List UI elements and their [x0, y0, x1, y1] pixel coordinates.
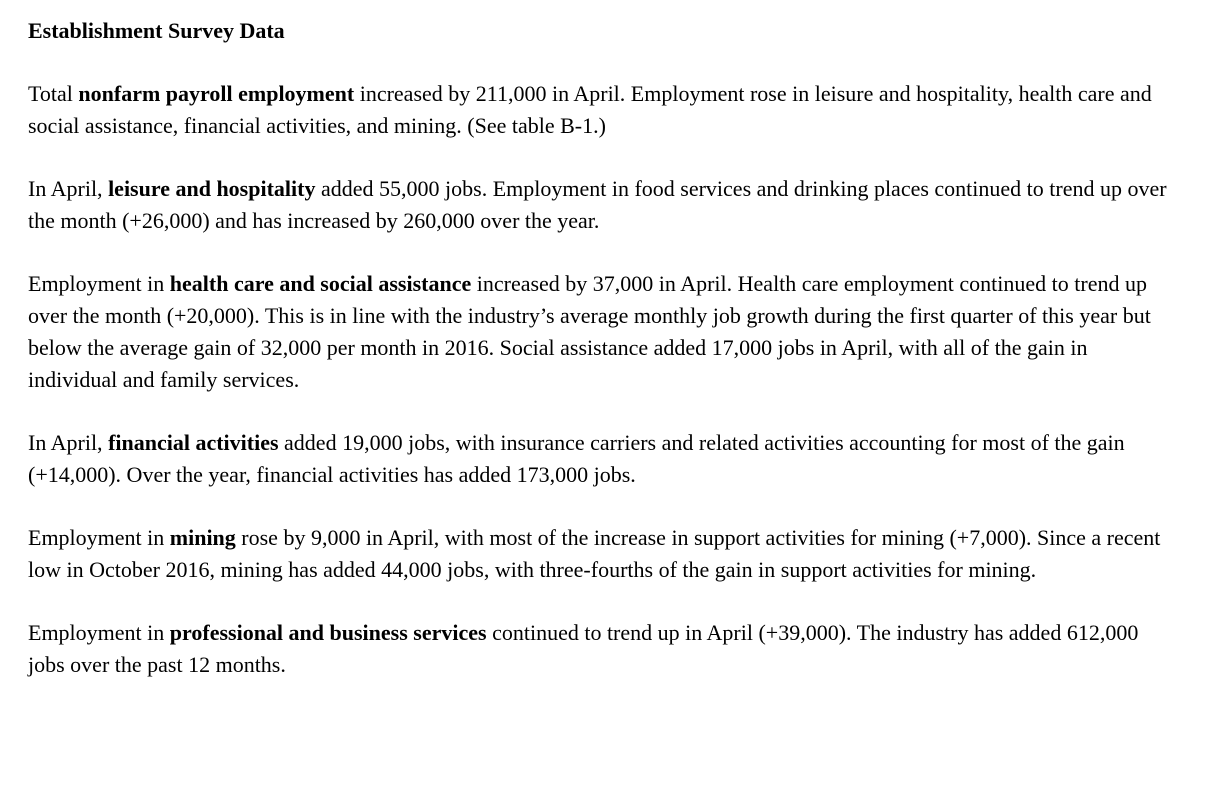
bold-term: mining — [169, 525, 236, 550]
text-segment: increased by 37,000 in April. Health car… — [28, 271, 1151, 392]
paragraph: Employment in health care and social ass… — [28, 268, 1180, 396]
text-segment: Employment in — [28, 620, 170, 645]
paragraph: Employment in professional and business … — [28, 617, 1180, 681]
paragraph: Employment in mining rose by 9,000 in Ap… — [28, 522, 1180, 586]
bold-term: professional and business services — [169, 620, 487, 645]
bold-term: leisure and hospitality — [108, 176, 316, 201]
paragraph: Total nonfarm payroll employment increas… — [28, 78, 1180, 142]
text-segment: Employment in — [28, 525, 170, 550]
paragraphs-container: Total nonfarm payroll employment increas… — [28, 78, 1180, 681]
text-segment: Employment in — [28, 271, 170, 296]
text-segment: continued to trend up in April (+39,000)… — [28, 620, 1139, 677]
page-title: Establishment Survey Data — [28, 18, 285, 43]
paragraph: In April, leisure and hospitality added … — [28, 173, 1180, 237]
bold-term: health care and social assistance — [169, 271, 472, 296]
bold-term: financial activities — [108, 430, 279, 455]
text-segment: rose by 9,000 in April, with most of the… — [28, 525, 1161, 582]
text-segment: added 19,000 jobs, with insurance carrie… — [28, 430, 1125, 487]
text-segment: Total — [28, 81, 79, 106]
paragraph: In April, financial activities added 19,… — [28, 427, 1180, 491]
text-segment: increased by 211,000 in April. Employmen… — [28, 81, 1152, 138]
bold-term: nonfarm payroll employment — [78, 81, 355, 106]
text-segment: In April, — [28, 430, 109, 455]
text-segment: In April, — [28, 176, 109, 201]
text-segment: added 55,000 jobs. Employment in food se… — [28, 176, 1167, 233]
